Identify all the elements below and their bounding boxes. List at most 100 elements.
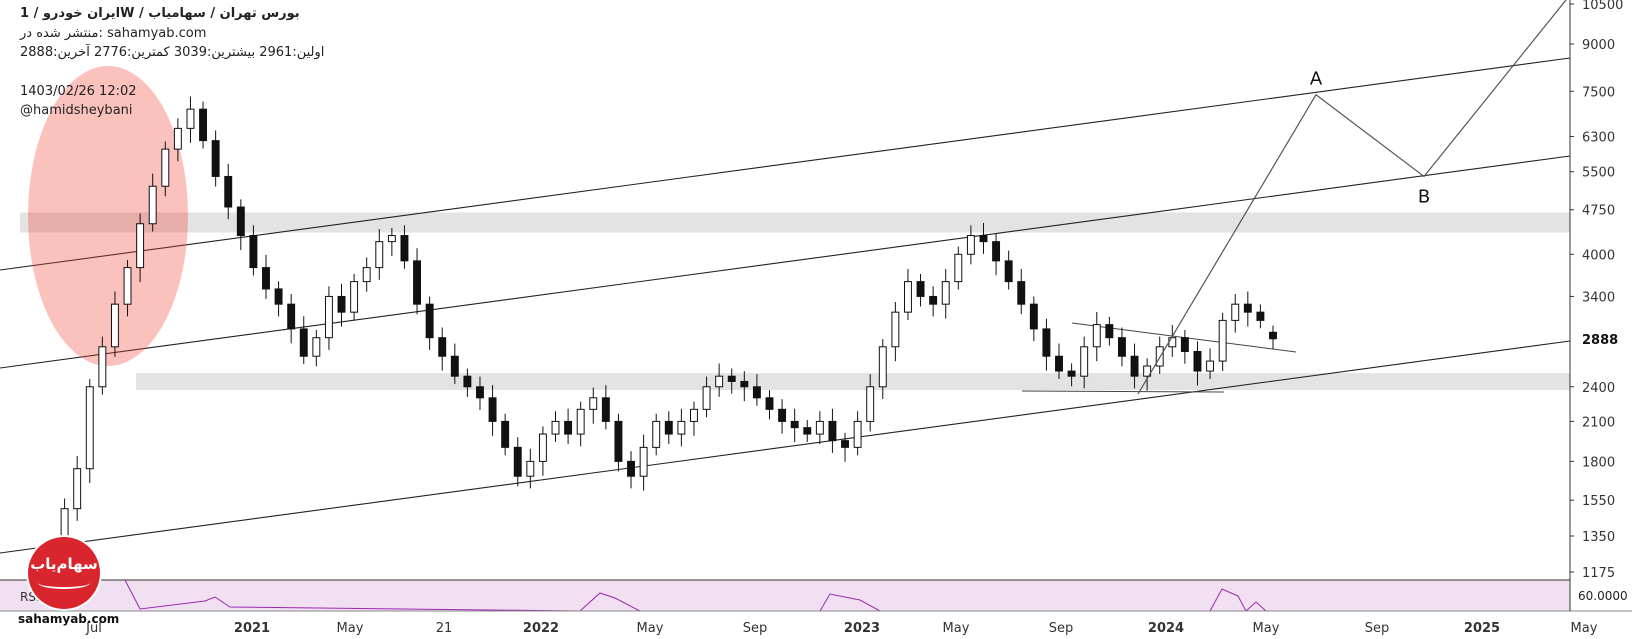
- support-resistance-zones: [20, 212, 1570, 391]
- time-tick-label: May: [1571, 621, 1598, 636]
- time-axis[interactable]: Jul 2021 May 21 2022 May Sep 2023 May Sep 2024 May S…: [85, 621, 1598, 636]
- rsi-value-label: 60.0000: [1578, 589, 1628, 603]
- logo-text: سهام‌یاب: [30, 555, 98, 573]
- price-tick-label: 1350: [1582, 530, 1615, 545]
- candle-body: [790, 420, 799, 429]
- price-tick-label: 5500: [1582, 166, 1615, 181]
- candle-body: [1269, 331, 1277, 340]
- price-tick-label: 3400: [1582, 290, 1615, 305]
- candle-body: [488, 397, 497, 422]
- candle-body: [929, 295, 938, 305]
- candle-body: [1231, 303, 1240, 321]
- time-tick-label: Sep: [1365, 621, 1390, 636]
- annotation-b: B: [1418, 186, 1430, 207]
- price-tick-label: 2100: [1582, 415, 1615, 430]
- candle-body: [690, 408, 698, 422]
- candle-body: [715, 375, 724, 388]
- price-tick-label: 2400: [1582, 381, 1615, 396]
- candle-body: [966, 235, 975, 255]
- candle-body: [1004, 260, 1013, 283]
- candle-body: [1042, 328, 1051, 357]
- chart-title: ایران خودرو / 1W / بورس تهران / سهامیاب: [20, 6, 300, 21]
- candle-body: [853, 420, 862, 448]
- time-tick-label: 21: [436, 621, 453, 636]
- candle-body: [173, 127, 182, 150]
- annotation-a: A: [1310, 69, 1323, 90]
- candle-body: [1143, 365, 1152, 377]
- candle-body: [1105, 324, 1114, 339]
- candle-body: [136, 223, 145, 269]
- published-label: منتشر شده در: sahamyab.com: [20, 26, 207, 41]
- candle-body: [576, 408, 585, 435]
- candle-body: [778, 408, 787, 422]
- candle-body: [1080, 346, 1089, 377]
- rsi-panel: 60.0000: [0, 579, 1632, 612]
- time-tick-label: May: [637, 621, 664, 636]
- candle-body: [1168, 337, 1177, 348]
- candle-body: [249, 235, 258, 269]
- candle-body: [123, 267, 132, 305]
- price-tick-label: 10500: [1582, 0, 1623, 13]
- candle-body: [312, 337, 321, 357]
- candle-body: [815, 420, 824, 435]
- price-tick-label: 9000: [1582, 38, 1615, 53]
- candle-body: [287, 303, 296, 330]
- candle-body: [538, 433, 547, 462]
- time-tick-label: Jul: [85, 621, 102, 636]
- candle-body: [677, 420, 686, 435]
- price-axis[interactable]: 1175 1350 1550 1800 2100 2400 3400 4000 4750 5500…: [1569, 0, 1623, 611]
- candle-body: [941, 281, 950, 305]
- price-tick-label: 6300: [1582, 130, 1615, 145]
- candle-body: [98, 346, 107, 388]
- time-tick-label: 2025: [1464, 621, 1500, 636]
- candle-body: [551, 420, 560, 435]
- timestamp: 1403/02/26 12:02: [20, 84, 137, 99]
- candle-body: [614, 420, 623, 462]
- rsi-background: [0, 580, 1570, 611]
- candle-body: [1092, 324, 1101, 348]
- price-tick-label: 7500: [1582, 85, 1615, 100]
- candle-body: [564, 420, 573, 435]
- candle-body: [387, 235, 396, 243]
- price-tick-label: 1800: [1582, 455, 1615, 470]
- annotations: AB: [1310, 69, 1430, 208]
- price-tick-label: 4750: [1582, 204, 1615, 219]
- projection-line: [1137, 0, 1567, 395]
- candle-body: [1218, 319, 1227, 362]
- candle-body: [375, 241, 384, 269]
- time-tick-label: Sep: [1049, 621, 1074, 636]
- channel-line: [0, 57, 1571, 271]
- time-tick-label: Sep: [743, 621, 768, 636]
- candle-body: [148, 185, 157, 225]
- candle-body: [337, 295, 346, 313]
- candle-body: [299, 328, 308, 357]
- price-tick-label: 1175: [1582, 566, 1615, 581]
- highlight-ellipse: [28, 66, 188, 366]
- candle-body: [501, 420, 510, 448]
- channel-lines: [0, 57, 1571, 554]
- candle-body: [324, 295, 333, 339]
- author-handle: @hamidsheybani: [20, 103, 133, 118]
- candle-body: [110, 303, 119, 348]
- candle-body: [803, 427, 812, 435]
- candle-body: [1055, 355, 1063, 372]
- price-tick-label: 1550: [1582, 494, 1615, 509]
- candle-body: [350, 281, 359, 313]
- candle-body: [1130, 355, 1139, 377]
- candle-body: [513, 446, 522, 477]
- candle-body: [362, 267, 371, 283]
- candle-body: [752, 386, 761, 399]
- candle-body: [627, 460, 635, 477]
- candle-body: [236, 206, 245, 237]
- candle-body: [878, 346, 887, 388]
- candle-body: [161, 148, 170, 187]
- channel-line: [0, 155, 1571, 369]
- sahamyab-logo: سهام‌یاب: [28, 537, 100, 609]
- candle-body: [891, 311, 900, 348]
- candle-body: [400, 235, 409, 262]
- time-tick-label: May: [1253, 621, 1280, 636]
- candle-body: [992, 241, 1001, 262]
- candle-body: [438, 337, 447, 357]
- candle-body: [463, 375, 472, 388]
